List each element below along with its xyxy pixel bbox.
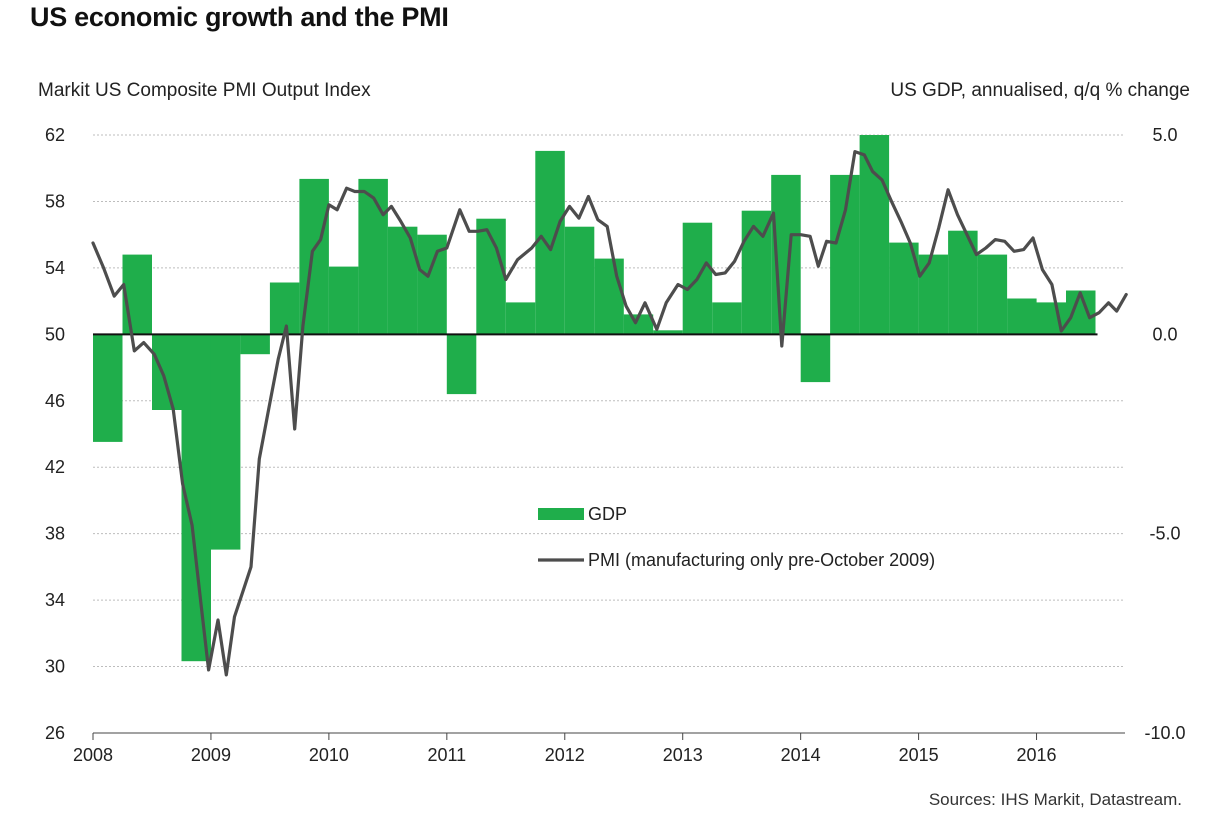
gdp-bar: [93, 334, 123, 442]
left-axis-ticks: 62 58 54 50 46 42 38 34 30 26: [45, 125, 65, 743]
gdp-bars: [93, 135, 1096, 662]
gdp-bar: [594, 258, 624, 335]
right-tick-label: 5.0: [1152, 125, 1177, 145]
x-tick-label: 2015: [899, 745, 939, 765]
legend-label-gdp: GDP: [588, 504, 627, 524]
gdp-bar: [328, 266, 359, 335]
right-tick-label: 0.0: [1152, 324, 1177, 344]
gdp-bar: [712, 302, 742, 335]
legend-swatch-gdp: [538, 508, 584, 520]
gdp-bar: [122, 254, 152, 335]
right-axis-label: US GDP, annualised, q/q % change: [890, 80, 1190, 101]
x-tick-label: 2016: [1017, 745, 1057, 765]
left-tick-label: 30: [45, 657, 65, 677]
right-tick-label: -10.0: [1144, 723, 1185, 743]
gdp-bar: [505, 302, 536, 335]
x-tick-label: 2008: [73, 745, 113, 765]
source-note: Sources: IHS Markit, Datastream.: [928, 790, 1182, 809]
gdp-bar: [210, 334, 241, 550]
left-tick-label: 58: [45, 191, 65, 211]
x-tick-label: 2009: [191, 745, 231, 765]
left-tick-label: 26: [45, 723, 65, 743]
right-axis-ticks: 5.0 0.0 -5.0 -10.0: [1144, 125, 1185, 743]
gridlines: [93, 134, 1125, 668]
gdp-bar: [653, 330, 683, 335]
right-tick-label: -5.0: [1149, 524, 1180, 544]
legend: GDP PMI (manufacturing only pre-October 2…: [538, 504, 935, 570]
gdp-bar: [859, 135, 890, 335]
gdp-bar: [918, 254, 949, 335]
gdp-bar: [535, 150, 565, 335]
gdp-bar: [623, 314, 654, 335]
x-tick-label: 2014: [781, 745, 821, 765]
left-axis-label: Markit US Composite PMI Output Index: [38, 80, 371, 101]
gdp-bar: [800, 334, 831, 383]
gdp-bar: [1007, 298, 1037, 335]
left-tick-label: 34: [45, 590, 65, 610]
legend-label-pmi: PMI (manufacturing only pre-October 2009…: [588, 550, 935, 570]
gdp-bar: [358, 178, 388, 335]
left-tick-label: 54: [45, 258, 65, 278]
x-tick-label: 2010: [309, 745, 349, 765]
pmi-line: [91, 150, 1128, 677]
left-tick-label: 42: [45, 457, 65, 477]
pmi-line-layer: [91, 150, 1128, 677]
left-tick-label: 62: [45, 125, 65, 145]
gdp-bar: [977, 254, 1008, 335]
left-tick-label: 46: [45, 391, 65, 411]
gdp-bar: [240, 334, 270, 355]
gdp-bar: [830, 174, 860, 335]
gdp-bar: [564, 226, 595, 335]
gdp-bar: [446, 334, 477, 395]
x-tick-label: 2011: [427, 745, 466, 765]
left-tick-label: 50: [45, 324, 65, 344]
x-axis-ticks: 2008 2009 2010 2011 2012 2013 2014 2015 2016: [73, 733, 1057, 765]
gdp-bar: [269, 282, 300, 335]
left-tick-label: 38: [45, 524, 65, 544]
x-tick-label: 2012: [545, 745, 585, 765]
gdp-bar: [152, 334, 182, 410]
chart-title: US economic growth and the PMI: [30, 2, 449, 32]
x-tick-label: 2013: [663, 745, 703, 765]
